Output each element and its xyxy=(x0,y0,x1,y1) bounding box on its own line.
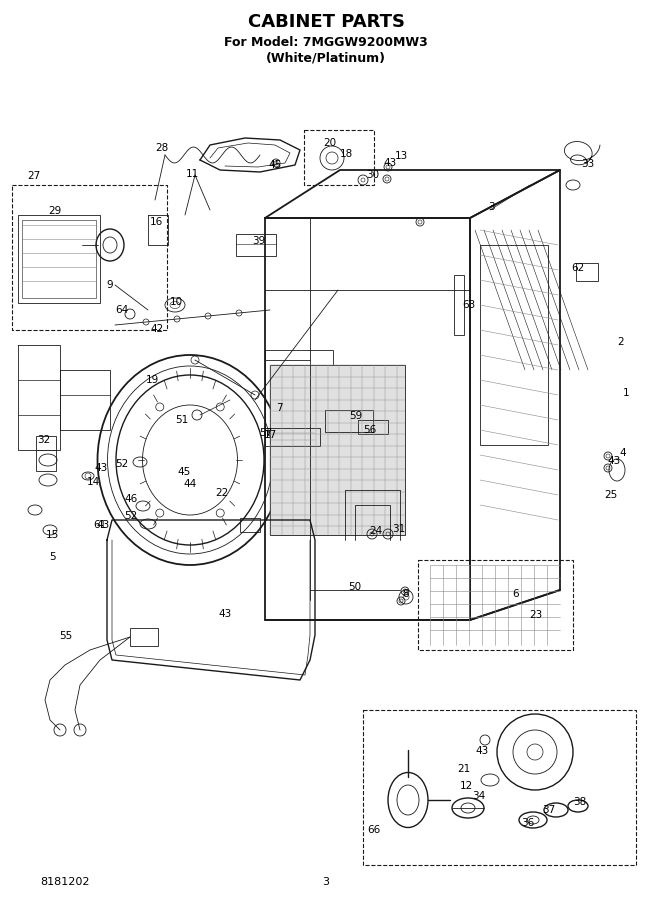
Text: 37: 37 xyxy=(542,805,556,815)
Text: 62: 62 xyxy=(571,263,585,273)
Text: 20: 20 xyxy=(323,138,336,148)
Bar xyxy=(265,350,333,430)
Text: 2: 2 xyxy=(617,337,625,347)
Text: 17: 17 xyxy=(263,430,276,440)
Text: 45: 45 xyxy=(269,160,282,170)
Text: 4: 4 xyxy=(619,448,627,458)
Text: 55: 55 xyxy=(59,631,72,641)
Text: 25: 25 xyxy=(604,490,617,500)
Text: 39: 39 xyxy=(252,236,265,246)
Text: 11: 11 xyxy=(185,169,199,179)
Text: 8: 8 xyxy=(403,589,409,599)
Bar xyxy=(304,130,374,185)
Text: 43: 43 xyxy=(608,456,621,466)
Text: 29: 29 xyxy=(48,206,62,216)
Text: 32: 32 xyxy=(37,435,51,445)
Text: 42: 42 xyxy=(151,324,164,334)
Bar xyxy=(480,245,548,445)
Text: 14: 14 xyxy=(86,477,100,487)
Text: 64: 64 xyxy=(115,305,128,315)
Text: 38: 38 xyxy=(573,797,587,807)
Text: 59: 59 xyxy=(349,411,363,421)
Text: 5: 5 xyxy=(49,552,55,562)
Bar xyxy=(18,215,100,303)
Text: 1: 1 xyxy=(623,388,629,398)
Bar xyxy=(325,410,373,432)
Bar xyxy=(22,220,96,298)
Bar xyxy=(363,710,636,865)
Bar xyxy=(358,420,388,434)
Text: 3: 3 xyxy=(323,877,329,887)
Text: (White/Platinum): (White/Platinum) xyxy=(266,51,386,65)
Text: 3: 3 xyxy=(488,202,494,212)
Text: 21: 21 xyxy=(457,764,471,774)
Text: 19: 19 xyxy=(145,375,158,385)
Text: 43: 43 xyxy=(95,463,108,473)
Text: 57: 57 xyxy=(259,428,273,438)
Text: 43: 43 xyxy=(383,158,396,168)
Text: 44: 44 xyxy=(183,479,197,489)
Text: 61: 61 xyxy=(93,520,107,530)
Bar xyxy=(576,263,598,281)
Bar xyxy=(130,628,158,646)
Text: 33: 33 xyxy=(582,159,595,169)
Text: 24: 24 xyxy=(370,526,383,536)
Text: 30: 30 xyxy=(366,170,379,180)
Text: 18: 18 xyxy=(340,149,353,159)
Text: 8181202: 8181202 xyxy=(40,877,89,887)
Text: 66: 66 xyxy=(367,825,381,835)
Text: 34: 34 xyxy=(473,791,486,801)
Bar xyxy=(270,365,405,535)
Text: 63: 63 xyxy=(462,300,475,310)
Text: 43: 43 xyxy=(96,520,110,530)
Text: 23: 23 xyxy=(529,610,542,620)
Bar xyxy=(265,428,320,446)
Text: 6: 6 xyxy=(512,589,519,599)
Text: 22: 22 xyxy=(215,488,229,498)
Text: CABINET PARTS: CABINET PARTS xyxy=(248,13,404,31)
Text: 31: 31 xyxy=(393,524,406,534)
Text: 50: 50 xyxy=(348,582,362,592)
Text: 51: 51 xyxy=(175,415,188,425)
Text: 9: 9 xyxy=(107,280,113,290)
Text: 12: 12 xyxy=(460,781,473,791)
Text: 28: 28 xyxy=(155,143,169,153)
Text: 7: 7 xyxy=(276,403,282,413)
Text: 52: 52 xyxy=(125,511,138,521)
Text: 10: 10 xyxy=(170,297,183,307)
Text: 56: 56 xyxy=(363,425,377,435)
Text: 27: 27 xyxy=(27,171,40,181)
Bar xyxy=(240,518,260,532)
Bar xyxy=(418,560,573,650)
Text: 43: 43 xyxy=(218,609,231,619)
Bar xyxy=(454,275,464,335)
Bar xyxy=(12,185,167,330)
Text: 43: 43 xyxy=(475,746,488,756)
Text: 46: 46 xyxy=(125,494,138,504)
Text: For Model: 7MGGW9200MW3: For Model: 7MGGW9200MW3 xyxy=(224,35,428,49)
Text: 36: 36 xyxy=(522,818,535,828)
Text: 13: 13 xyxy=(394,151,408,161)
Text: 45: 45 xyxy=(177,467,190,477)
Text: 15: 15 xyxy=(46,530,59,540)
Text: 52: 52 xyxy=(115,459,128,469)
Text: 16: 16 xyxy=(149,217,162,227)
Bar xyxy=(236,234,276,256)
Bar xyxy=(36,436,56,471)
